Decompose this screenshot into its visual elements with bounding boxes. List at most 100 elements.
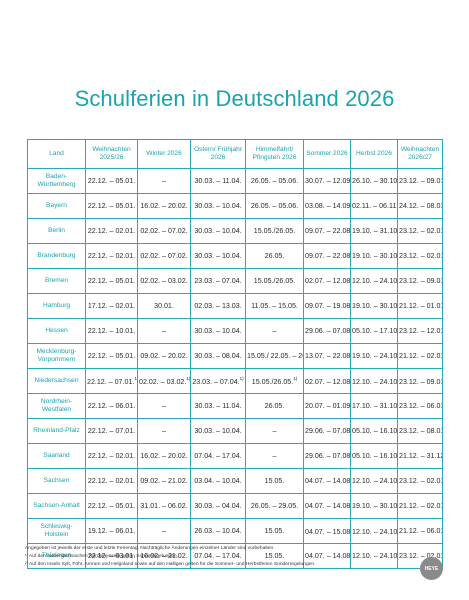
holiday-dates: 11.05. – 15.05. [251, 301, 298, 310]
holiday-cell: 30.03. – 10.04. [190, 193, 246, 219]
holiday-cell: 30.07. – 12.09. [303, 168, 351, 194]
holiday-cell: 09.07. – 22.08. [303, 243, 351, 269]
holiday-dates: 09.07. – 19.08. [305, 301, 351, 310]
holiday-dates: 04.07. – 14.08. [305, 551, 351, 560]
holiday-dates: 22.12. – 02.01. [87, 451, 136, 460]
holiday-dates: 15.05./ 22.05. – 26.05. [247, 351, 303, 360]
holiday-dates: 16.02. – 21.02. [140, 551, 188, 560]
holiday-cell: 23.12. – 09.01. [397, 168, 443, 194]
column-header: Ostern/ Frühjahr 2026 [190, 139, 246, 169]
holiday-cell: 23.03. – 07.04.1) [190, 368, 246, 394]
holiday-dates: 05.10. – 17.10. [352, 326, 398, 335]
state-name: Baden-Württemberg [27, 168, 86, 194]
holiday-cell: 05.10. – 17.10. [350, 318, 398, 344]
table-row: Berlin 22.12. – 02.01. 02.02. – 07.02. 30.0… [27, 218, 443, 244]
state-name: Niedersachsen [27, 368, 86, 394]
holiday-dates: 23.12. – 06.01. [399, 401, 443, 410]
state-name: Bayern [27, 193, 86, 219]
holiday-dates: – [162, 426, 166, 435]
holiday-cell: 26.05. – 05.06. [245, 193, 304, 219]
column-header: Weihnachten 2026/27 [397, 139, 443, 169]
holiday-dates: 02.07. – 12.08. [305, 276, 351, 285]
holiday-cell: 22.12. – 02.01. [85, 218, 138, 244]
holiday-cell: 15.05./ 22.05. – 26.05. [245, 343, 304, 369]
holiday-dates: 16.02. – 20.02. [140, 451, 188, 460]
holiday-dates: 15.05./26.05. [253, 276, 296, 285]
holiday-dates: 22.12. – 10.01. [87, 326, 136, 335]
holiday-dates: 23.03. – 07.04. [194, 276, 242, 285]
holiday-dates: 09.02. – 20.02. [140, 351, 188, 360]
holiday-dates: 23.12. – 02.01. [399, 476, 443, 485]
holiday-cell: 30.03. – 11.04. [190, 393, 246, 419]
holiday-dates: 15.05. [264, 526, 285, 535]
holiday-cell: 22.12. – 05.01. [85, 193, 138, 219]
holiday-cell: 21.12. – 06.01. [397, 518, 443, 544]
holiday-dates: 21.12. – 01.01. [399, 301, 443, 310]
holiday-dates: 02.02. – 07.02. [140, 226, 188, 235]
holiday-cell: 30.01. [137, 293, 191, 319]
footnotes: Angegeben ist jeweils der erste und letz… [25, 545, 435, 570]
footnote-1: ¹⁾ Auf den niedersächsischen Nordseeinse… [25, 554, 178, 560]
holiday-dates: 22.12. – 05.01. [87, 276, 136, 285]
holiday-dates: 30.03. – 11.04. [194, 401, 242, 410]
holiday-dates: 22.12. – 05.01. [87, 351, 136, 360]
column-header: Himmelfahrt/ Pfingsten 2026 [245, 139, 304, 169]
table-row: Bremen 22.12. – 05.01. 02.02. – 03.02. 23.0… [27, 268, 443, 294]
table-row: Hessen 22.12. – 10.01. – 30.03. – 10.04. – 29… [27, 318, 443, 344]
holiday-dates: 26.03. – 10.04. [194, 526, 242, 535]
footnote-marker: 1) [134, 376, 137, 382]
column-header: Land [27, 139, 86, 169]
holiday-dates: 05.10. – 16.10. [352, 451, 398, 460]
holiday-dates: 17.10. – 31.10. [352, 401, 398, 410]
holiday-dates: 23.03. – 07.04. [192, 378, 240, 387]
holiday-cell: 02.02. – 07.02. [137, 243, 191, 269]
table-row: Sachsen-Anhalt 22.12. – 05.01. 31.01. – 06… [27, 493, 443, 519]
holiday-dates: 22.12. – 07.01. [87, 378, 135, 387]
holiday-cell: 21.12. – 31.12. [397, 443, 443, 469]
holiday-cell: 23.12. – 09.01.1) [397, 368, 443, 394]
footnote-general: Angegeben ist jeweils der erste und letz… [25, 546, 275, 551]
footnote-marker: 1) [293, 376, 298, 382]
table-row: Saarland 22.12. – 02.01. 16.02. – 20.02. 07… [27, 443, 443, 469]
holiday-dates: 03.04. – 10.04. [194, 476, 242, 485]
holiday-dates: 30.03. – 04.04. [194, 501, 242, 510]
holiday-cell: 30.03. – 08.04. [190, 343, 246, 369]
holiday-cell: 09.02. – 20.02. [137, 343, 191, 369]
holiday-cell: 09.07. – 19.08. [303, 293, 351, 319]
holiday-dates: 30.01. [154, 301, 174, 310]
table-row: Bayern 22.12. – 05.01. 16.02. – 20.02. 30.0… [27, 193, 443, 219]
holiday-dates: 22.12. – 05.01. [87, 176, 136, 185]
holiday-dates: 30.03. – 10.04. [194, 426, 242, 435]
state-name: Sachsen [27, 468, 86, 494]
state-name: Rheinland-Pfalz [27, 418, 86, 444]
holiday-dates: 04.07. – 14.08. [305, 476, 351, 485]
holiday-cell: 22.12. – 02.01. [85, 243, 138, 269]
holiday-cell: 03.08. – 14.09. [303, 193, 351, 219]
holiday-dates: 30.03. – 10.04. [194, 251, 242, 260]
column-header: Sommer 2026 [303, 139, 351, 169]
table-row: Thüringen 22.12. – 03.01. 16.02. – 21.02. 0… [27, 543, 443, 569]
holiday-cell: 30.03. – 10.04. [190, 218, 246, 244]
footnote-marker: 1) [239, 376, 244, 382]
column-header: Winter 2026 [137, 139, 191, 169]
holiday-cell: – [245, 443, 304, 469]
holiday-dates: – [162, 401, 166, 410]
holiday-cell: 19.10. – 30.10. [350, 243, 398, 269]
holiday-cell: 19.10. – 31.10. [350, 218, 398, 244]
holiday-dates: 12.10. – 24.10. [352, 551, 398, 560]
holiday-cell: 02.11. – 06.11. [350, 193, 398, 219]
holiday-cell: – [137, 168, 191, 194]
footnote-2: ²⁾ Auf den Inseln Sylt, Föhr, Amrum und … [25, 562, 316, 568]
holiday-dates: 30.03. – 08.04. [194, 351, 242, 360]
table-row: Sachsen 22.12. – 02.01. 09.02. – 21.02. 03.… [27, 468, 443, 494]
holiday-cell: 26.05. [245, 393, 304, 419]
holiday-cell: – [137, 393, 191, 419]
holiday-cell: 29.06. – 07.08. [303, 318, 351, 344]
state-name: Mecklenburg-Vorpommern [27, 343, 86, 369]
holiday-cell: 26.05. – 29.05. [245, 493, 304, 519]
holiday-cell: 23.12. – 02.01. [397, 218, 443, 244]
table-row: Schleswig-Holstein 19.12. – 06.01. – 26.03.… [27, 518, 443, 544]
holiday-cell: 17.10. – 31.10. [350, 393, 398, 419]
holiday-cell: 07.04. – 17.04. [190, 443, 246, 469]
holiday-cell: 30.03. – 10.04. [190, 418, 246, 444]
